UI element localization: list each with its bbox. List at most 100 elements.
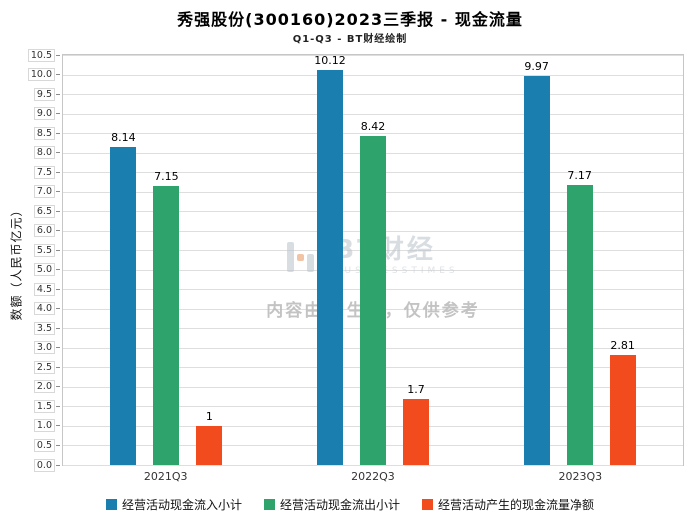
y-tick: 0.0	[33, 458, 60, 472]
legend-label: 经营活动现金流出小计	[279, 498, 400, 512]
x-tick-label: 2022Q3	[351, 470, 395, 483]
y-tick-label: 3.0	[33, 341, 55, 355]
y-tick: 8.0	[33, 146, 60, 160]
y-tick-mark	[56, 113, 60, 115]
y-tick-mark	[56, 152, 60, 154]
bar-group: 10.12 8.42 1.7	[314, 54, 429, 465]
gridline	[63, 55, 683, 56]
bar: 9.97	[523, 60, 550, 465]
bar: 1	[196, 410, 223, 465]
y-tick-mark	[56, 54, 60, 56]
y-tick: 2.5	[33, 360, 60, 374]
y-tick-label: 8.0	[33, 146, 55, 160]
y-tick-mark	[56, 191, 60, 193]
y-tick-label: 10.0	[27, 68, 55, 82]
y-tick-label: 4.5	[33, 282, 55, 296]
bar-value-label: 1	[205, 410, 213, 423]
y-tick-label: 6.0	[33, 224, 55, 238]
y-tick-label: 3.5	[33, 321, 55, 335]
chart-area: 0.0 0.5 1.0 1.5 2.0 2.5 3.0 3.5 4.0 4.5 5.0 5.5 6.0 6…	[0, 46, 700, 524]
y-tick-label: 5.5	[33, 243, 55, 257]
y-tick: 1.5	[33, 399, 60, 413]
bar-value-label: 8.42	[360, 120, 386, 134]
bar: 8.42	[359, 120, 386, 465]
y-tick: 2.0	[33, 380, 60, 394]
bar: 7.15	[153, 170, 180, 465]
legend-swatch-icon	[105, 499, 117, 510]
bar-value-label: 7.15	[154, 169, 179, 183]
y-tick: 9.0	[33, 107, 60, 121]
y-tick: 5.0	[33, 263, 60, 277]
y-tick: 8.5	[33, 126, 60, 140]
y-tick-mark	[56, 464, 60, 466]
gridline	[63, 133, 683, 135]
bar: 8.14	[110, 131, 137, 465]
plot-area: BT财经 BUSINESSTIMES 内容由AI生成，仅供参考 8.147.15…	[62, 54, 684, 466]
y-tick-mark	[56, 171, 60, 173]
y-tick-label: 9.5	[33, 87, 55, 101]
y-tick-mark	[56, 386, 60, 388]
y-tick-mark	[56, 93, 60, 95]
y-tick: 6.0	[33, 224, 60, 238]
y-tick: 10.5	[27, 48, 60, 62]
bar: 10.12	[314, 54, 346, 465]
legend-item: 经营活动现金流出小计	[263, 496, 400, 513]
bar-group: 8.14 7.15 1	[110, 131, 223, 465]
bar-value-label: 2.81	[610, 339, 635, 353]
y-tick: 10.0	[27, 68, 60, 82]
y-tick: 5.5	[33, 243, 60, 257]
legend-label: 经营活动产生的现金流量净额	[438, 498, 595, 512]
gridline	[63, 113, 683, 115]
y-tick: 4.5	[33, 282, 60, 296]
y-axis: 0.0 0.5 1.0 1.5 2.0 2.5 3.0 3.5 4.0 4.5 5.0 5.5 6.0 6…	[0, 48, 60, 472]
y-tick: 7.0	[33, 185, 60, 199]
y-tick-label: 2.5	[33, 360, 55, 374]
bar-value-label: 8.14	[111, 131, 136, 145]
y-tick-mark	[56, 210, 60, 212]
y-tick-label: 4.0	[33, 302, 55, 316]
bar: 2.81	[609, 339, 636, 465]
y-tick-mark	[56, 132, 60, 134]
y-tick-mark	[56, 405, 60, 407]
y-tick: 3.0	[33, 341, 60, 355]
y-tick-label: 7.5	[33, 165, 55, 179]
y-tick-mark	[56, 366, 60, 368]
y-tick-mark	[56, 308, 60, 310]
y-tick-label: 10.5	[27, 48, 55, 62]
bar-value-label: 10.12	[314, 53, 346, 67]
y-tick: 4.0	[33, 302, 60, 316]
y-tick-label: 6.5	[33, 204, 55, 218]
y-tick-mark	[56, 269, 60, 271]
y-tick-mark	[56, 425, 60, 427]
y-tick-label: 1.0	[33, 419, 55, 433]
bar-value-label: 7.17	[567, 169, 592, 182]
gridline	[63, 94, 683, 96]
y-tick-label: 2.0	[33, 380, 55, 394]
y-tick-label: 8.5	[33, 126, 55, 140]
y-tick-mark	[56, 249, 60, 251]
legend-swatch-icon	[422, 499, 433, 510]
bar-group: 9.97 7.17 2.81	[523, 60, 636, 465]
y-tick-mark	[56, 444, 60, 446]
legend-swatch-icon	[263, 499, 275, 510]
legend: 经营活动现金流入小计 经营活动现金流出小计 经营活动产生的现金流量净额	[0, 496, 700, 513]
y-tick-mark	[56, 230, 60, 232]
y-tick-label: 1.5	[33, 399, 55, 413]
y-tick-label: 0.0	[33, 458, 55, 472]
y-tick-mark	[56, 288, 60, 290]
y-tick: 6.5	[33, 204, 60, 218]
bar-groups: 8.14 7.15 1 10.12 8.42 1.7 9.97 7.17 2.81	[63, 54, 683, 465]
gridline	[63, 465, 683, 466]
bar: 7.17	[566, 169, 593, 465]
chart-subtitle: Q1-Q3 - BT财经绘制	[292, 34, 408, 45]
y-tick-label: 5.0	[33, 263, 55, 277]
x-tick-label: 2023Q3	[558, 470, 603, 483]
x-axis: 2021Q3 2022Q3 2023Q3	[62, 470, 684, 483]
y-tick: 0.5	[33, 438, 60, 452]
y-tick-label: 0.5	[33, 438, 55, 452]
y-tick-mark	[56, 327, 60, 329]
y-tick-mark	[56, 74, 60, 76]
bar: 1.7	[402, 383, 429, 465]
legend-label: 经营活动现金流入小计	[121, 498, 242, 512]
